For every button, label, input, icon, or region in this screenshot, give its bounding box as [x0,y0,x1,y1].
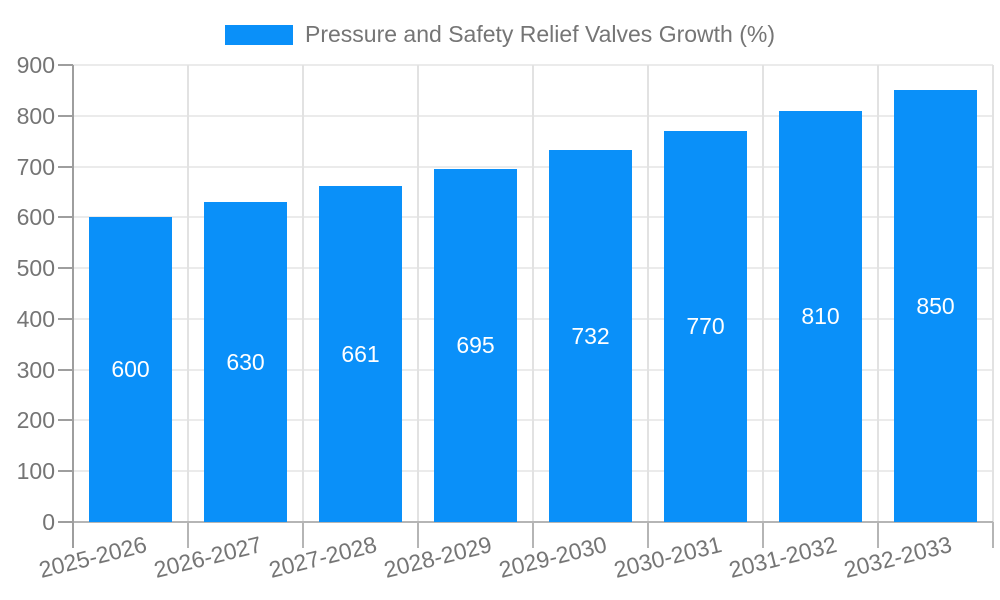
x-axis-tick [992,522,994,548]
y-axis-tick [58,64,73,66]
gridline-vertical [762,65,764,522]
y-axis-tick [58,368,73,371]
x-axis-tick [762,522,764,548]
y-tick-label: 800 [16,102,55,129]
y-axis-tick [58,317,73,320]
gridline-vertical [417,65,419,522]
gridline-vertical [532,65,534,522]
y-axis-tick [58,114,73,117]
bar-value-label: 770 [686,312,725,339]
x-axis-tick [302,522,304,548]
y-tick-label: 500 [16,255,55,282]
x-axis-tick [417,522,419,548]
gridline-vertical [992,65,994,522]
bar-value-label: 600 [111,356,150,383]
gridline-vertical [877,65,879,522]
gridline-vertical [302,65,304,522]
x-tick-label: 2026-2027 [150,531,264,583]
gridline-vertical [647,65,649,522]
bar-value-label: 732 [571,322,610,349]
x-axis-tick [187,522,189,548]
y-tick-label: 400 [16,305,55,332]
bar: 695 [434,169,517,522]
chart-legend[interactable]: Pressure and Safety Relief Valves Growth… [0,21,1000,48]
x-tick-label: 2031-2032 [725,531,839,583]
legend-swatch [225,24,293,45]
bar: 661 [319,186,402,522]
y-tick-label: 600 [16,204,55,231]
x-tick-label: 2027-2028 [265,531,379,583]
bar-value-label: 850 [916,292,955,319]
x-tick-label: 2032-2033 [840,531,954,583]
bar: 770 [664,131,747,522]
y-axis-tick [58,216,73,219]
x-tick-label: 2028-2029 [380,531,494,583]
y-axis-tick [58,165,73,168]
bar: 630 [204,202,287,522]
bar-value-label: 630 [226,348,265,375]
y-axis-line [72,65,74,548]
y-axis-tick [58,419,73,422]
y-tick-label: 900 [16,52,55,78]
x-tick-label: 2029-2030 [495,531,609,583]
x-tick-label: 2030-2031 [610,531,724,583]
gridline-vertical [187,65,189,522]
y-axis-tick [58,521,73,523]
bar-value-label: 661 [341,340,380,367]
bar: 732 [549,150,632,522]
bar-value-label: 810 [801,302,840,329]
legend-label: Pressure and Safety Relief Valves Growth… [305,21,775,47]
bar: 600 [89,217,172,522]
y-axis-tick [58,470,73,473]
x-axis-line [73,521,993,523]
bar: 850 [894,90,977,522]
y-tick-label: 0 [42,509,55,535]
y-tick-label: 300 [16,356,55,383]
x-axis-tick [532,522,534,548]
bar: 810 [779,110,862,522]
y-tick-label: 700 [16,153,55,180]
y-tick-label: 100 [16,458,55,485]
x-axis-tick [877,522,879,548]
y-axis-tick [58,267,73,270]
bar-value-label: 695 [456,332,495,359]
x-tick-label: 2025-2026 [35,531,149,583]
x-axis-tick [647,522,649,548]
y-tick-label: 200 [16,407,55,434]
